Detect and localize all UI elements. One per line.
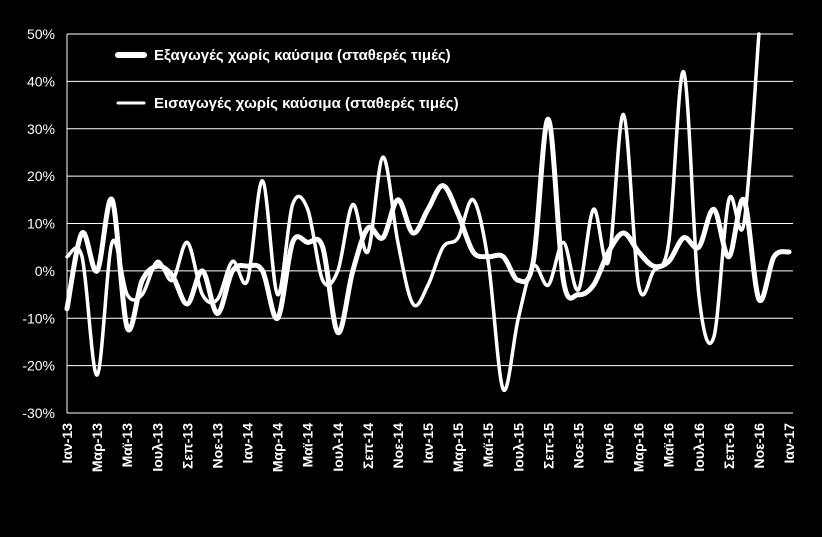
x-tick-label: Νοε-15: [570, 423, 586, 469]
y-tick-label: -20%: [22, 358, 55, 374]
x-tick-label: Νοε-14: [390, 423, 406, 469]
legend-label-exports: Εξαγωγές χωρίς καύσιμα (σταθερές τιμές): [154, 47, 451, 64]
series-line-imports: [65, 32, 761, 392]
x-tick-label: Μαϊ-15: [480, 423, 496, 468]
gridlines: [66, 33, 793, 414]
x-tick-label: Μαρ-16: [631, 423, 647, 472]
y-tick-label: 40%: [27, 73, 55, 89]
x-tick-label: Ιαν-16: [601, 423, 617, 464]
x-tick-label: Ιαν-13: [59, 423, 75, 464]
x-tick-label: Ιουλ-15: [510, 423, 526, 472]
legend-label-imports: Εισαγωγές χωρίς καύσιμα (σταθερές τιμές): [154, 95, 459, 112]
y-tick-label: -10%: [22, 310, 55, 326]
y-axis-ticks: 50% 40% 30% 20% 10% 0% -10% -20% -30%: [22, 26, 55, 421]
x-tick-label: Σεπ-15: [540, 423, 556, 469]
x-tick-label: Μαϊ-14: [300, 423, 316, 468]
x-tick-label: Σεπ-16: [721, 423, 737, 469]
x-tick-label: Μαϊ-16: [661, 423, 677, 468]
x-tick-label: Ιαν-15: [420, 423, 436, 464]
x-tick-label: Ιουλ-16: [691, 423, 707, 472]
x-tick-label: Μαρ-13: [89, 423, 105, 472]
x-tick-label: Μαρ-14: [270, 423, 286, 472]
y-tick-label: 0%: [35, 263, 55, 279]
series-line-exports: [64, 116, 792, 336]
x-tick-label: Νοε-13: [209, 423, 225, 469]
y-tick-label: 30%: [27, 121, 55, 137]
x-tick-label: Μαρ-15: [450, 423, 466, 472]
x-tick-label: Ιαν-14: [240, 423, 256, 464]
x-axis-ticks: Ιαν-13 Μαρ-13 Μαϊ-13 Ιουλ-13 Σεπ-13 Νοε-13 Ιαν…: [59, 423, 797, 472]
y-tick-label: 10%: [27, 216, 55, 232]
x-tick-label: Μαϊ-13: [119, 423, 135, 468]
x-tick-label: Σεπ-14: [360, 423, 376, 469]
x-tick-label: Ιουλ-13: [149, 423, 165, 472]
x-tick-label: Ιαν-17: [781, 423, 797, 464]
y-tick-label: 20%: [27, 168, 55, 184]
x-tick-label: Ιουλ-14: [330, 423, 346, 472]
legend: Εξαγωγές χωρίς καύσιμα (σταθερές τιμές) …: [115, 47, 459, 112]
y-tick-label: 50%: [27, 26, 55, 42]
series-lines: [64, 32, 792, 392]
y-tick-label: -30%: [22, 405, 55, 421]
x-tick-label: Σεπ-13: [179, 423, 195, 469]
x-tick-label: Νοε-16: [751, 423, 767, 469]
